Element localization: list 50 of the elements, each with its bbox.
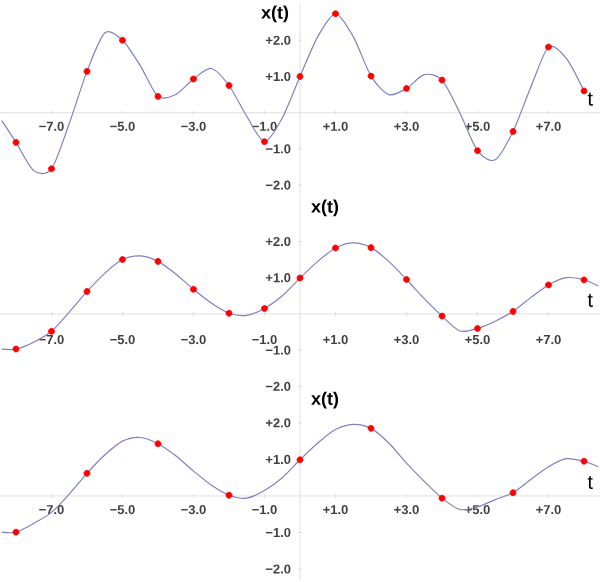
point <box>296 274 304 282</box>
point <box>83 469 91 477</box>
point <box>438 494 446 502</box>
y-axis-title: x(t) <box>311 391 339 409</box>
point <box>332 10 339 18</box>
point <box>261 305 268 312</box>
point <box>225 82 233 89</box>
point <box>403 276 410 283</box>
point <box>509 489 517 497</box>
point <box>12 345 20 353</box>
point <box>83 288 91 295</box>
point <box>83 67 91 75</box>
line-series <box>1 242 599 351</box>
point <box>509 308 517 315</box>
point <box>225 309 233 317</box>
point <box>119 256 126 263</box>
point <box>225 491 233 499</box>
point <box>367 72 375 80</box>
x-axis-title: t <box>587 475 593 489</box>
point <box>190 75 197 83</box>
point <box>296 456 304 464</box>
point <box>474 147 481 155</box>
point <box>545 43 552 51</box>
point <box>403 85 410 92</box>
point <box>580 276 588 284</box>
y-axis-title: x(t) <box>311 199 339 217</box>
point <box>438 312 446 320</box>
point <box>154 440 162 448</box>
point <box>296 73 304 80</box>
point <box>332 244 339 252</box>
point <box>580 457 588 465</box>
y-axis-title: x(t) <box>261 5 289 23</box>
point <box>580 87 588 95</box>
point <box>12 138 20 146</box>
point <box>474 325 481 332</box>
point <box>119 36 126 44</box>
point <box>154 258 162 265</box>
point <box>261 138 268 146</box>
point <box>12 528 20 536</box>
x-axis-title: t <box>587 92 593 106</box>
point <box>545 281 552 289</box>
point <box>190 285 197 293</box>
point <box>48 327 55 335</box>
point <box>367 424 375 432</box>
x-axis-title: t <box>587 293 593 307</box>
point <box>48 165 55 173</box>
point <box>154 92 162 100</box>
point <box>367 244 375 252</box>
point <box>509 128 517 135</box>
point <box>438 76 446 84</box>
